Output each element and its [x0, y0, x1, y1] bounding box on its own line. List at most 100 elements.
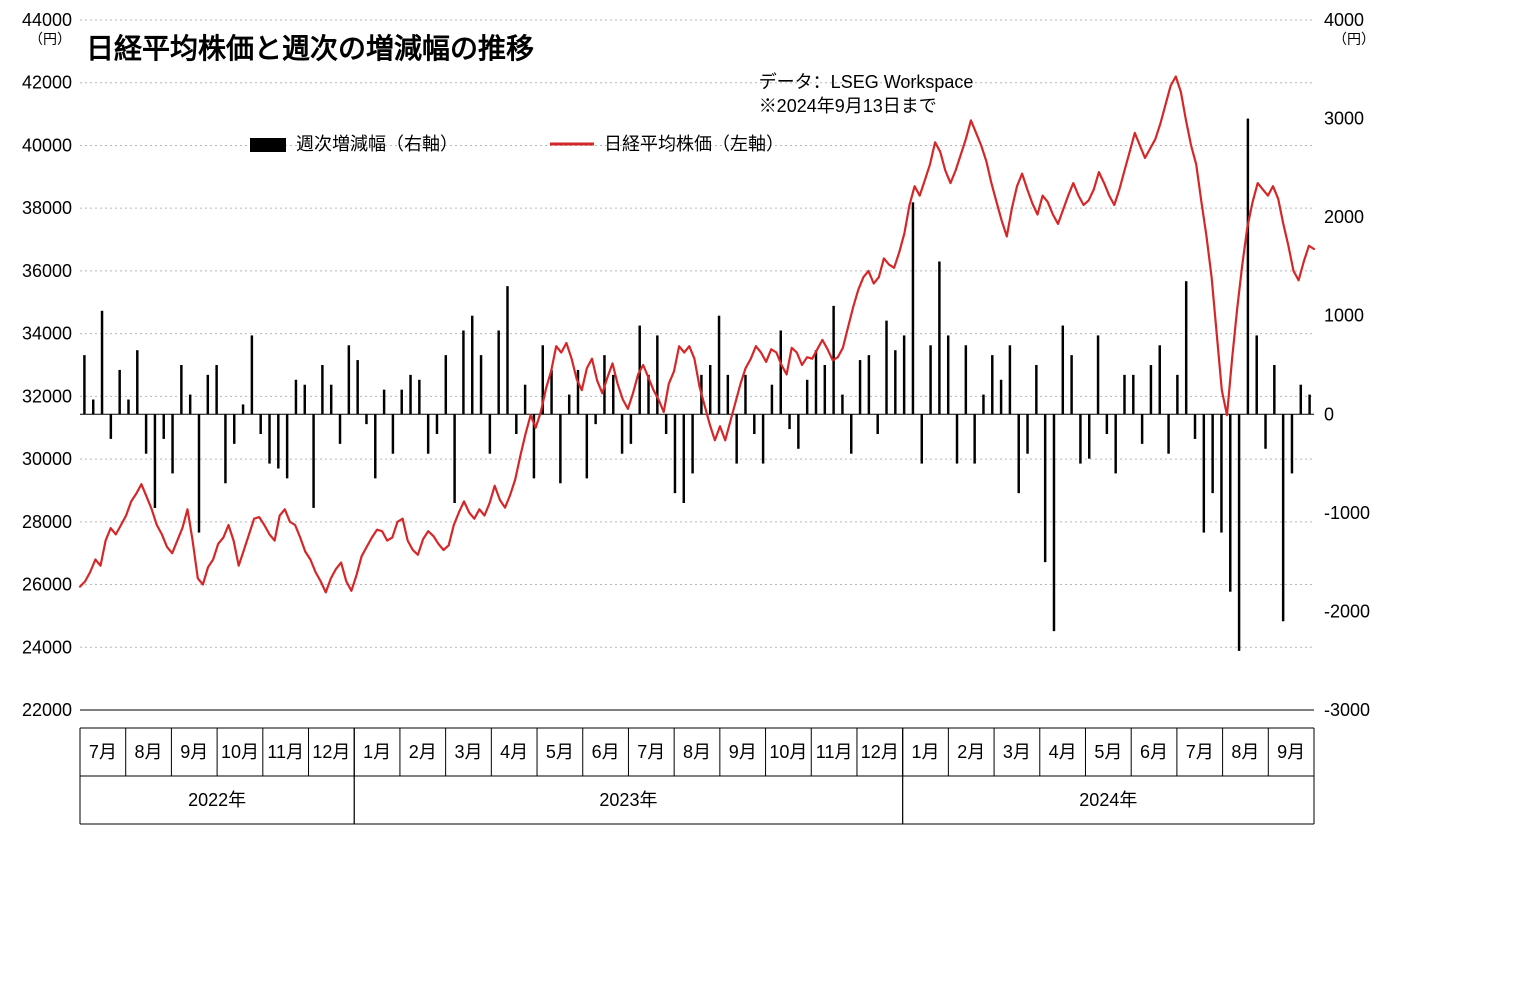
weekly-change-bar: [1141, 414, 1143, 444]
weekly-change-bar: [815, 350, 817, 414]
right-tick-label: 0: [1324, 404, 1334, 424]
weekly-change-bar: [1070, 355, 1072, 414]
left-tick-label: 30000: [22, 449, 72, 469]
chart-title: 日経平均株価と週次の増減幅の推移: [86, 32, 534, 64]
weekly-change-bar: [356, 360, 358, 414]
weekly-change-bar: [1247, 119, 1249, 415]
weekly-change-bar: [145, 414, 147, 453]
weekly-change-bar: [1106, 414, 1108, 434]
weekly-change-bar: [251, 335, 253, 414]
weekly-change-bar: [947, 335, 949, 414]
weekly-change-bar: [594, 414, 596, 424]
weekly-change-bar: [506, 286, 508, 414]
legend-swatch-bar-icon: [250, 138, 286, 152]
weekly-change-bar: [771, 385, 773, 415]
weekly-change-bar: [83, 355, 85, 414]
weekly-change-bar: [1211, 414, 1213, 493]
weekly-change-bar: [691, 414, 693, 473]
right-tick-label: -3000: [1324, 700, 1370, 720]
weekly-change-bar: [1123, 375, 1125, 414]
weekly-change-bar: [1203, 414, 1205, 532]
weekly-change-bar: [259, 414, 261, 434]
weekly-change-bar: [1159, 345, 1161, 414]
left-tick-label: 34000: [22, 324, 72, 344]
x-month-label: 2月: [957, 742, 985, 762]
weekly-change-bar: [207, 375, 209, 414]
weekly-change-bar: [656, 335, 658, 414]
weekly-change-bar: [339, 414, 341, 444]
x-month-label: 10月: [769, 742, 807, 762]
weekly-change-bar: [436, 414, 438, 434]
right-tick-label: -2000: [1324, 601, 1370, 621]
data-source-line2: ※2024年9月13日まで: [759, 96, 937, 116]
x-month-label: 8月: [135, 742, 163, 762]
left-tick-label: 44000: [22, 10, 72, 30]
weekly-change-bar: [110, 414, 112, 439]
weekly-change-bar: [929, 345, 931, 414]
weekly-change-bar: [709, 365, 711, 414]
weekly-change-bar: [568, 395, 570, 415]
weekly-change-bar: [1114, 414, 1116, 473]
weekly-change-bar: [383, 390, 385, 415]
weekly-change-bar: [233, 414, 235, 444]
weekly-change-bar: [392, 414, 394, 453]
x-month-label: 8月: [683, 742, 711, 762]
weekly-change-bar: [374, 414, 376, 478]
weekly-change-bar: [665, 414, 667, 434]
weekly-change-bar: [903, 335, 905, 414]
left-tick-label: 26000: [22, 575, 72, 595]
weekly-change-bar: [1194, 414, 1196, 439]
right-tick-label: -1000: [1324, 503, 1370, 523]
x-year-label: 2022年: [188, 790, 246, 810]
right-tick-label: 4000: [1324, 10, 1364, 30]
x-year-label: 2023年: [599, 790, 657, 810]
chart-svg: 2200024000260002800030000320003400036000…: [0, 0, 1524, 992]
weekly-change-bar: [330, 385, 332, 415]
weekly-change-bar: [127, 400, 129, 415]
weekly-change-bar: [780, 331, 782, 415]
weekly-change-bar: [718, 316, 720, 415]
x-month-label: 3月: [1003, 742, 1031, 762]
x-month-label: 11月: [267, 742, 304, 762]
weekly-change-bar: [938, 262, 940, 415]
x-year-label: 2024年: [1079, 790, 1137, 810]
x-month-label: 6月: [1140, 742, 1168, 762]
weekly-change-bar: [868, 355, 870, 414]
weekly-change-bar: [674, 414, 676, 493]
x-month-label: 2月: [409, 742, 437, 762]
weekly-change-bar: [991, 355, 993, 414]
weekly-change-bar: [727, 375, 729, 414]
weekly-change-bar: [921, 414, 923, 463]
weekly-change-bar: [286, 414, 288, 478]
weekly-change-bar: [409, 375, 411, 414]
weekly-change-bar: [1264, 414, 1266, 449]
right-tick-label: 2000: [1324, 207, 1364, 227]
weekly-change-bar: [982, 395, 984, 415]
right-axis-unit: （円）: [1333, 31, 1375, 47]
weekly-change-bar: [277, 414, 279, 468]
weekly-change-bar: [885, 321, 887, 415]
weekly-change-bar: [489, 414, 491, 453]
weekly-change-bar: [912, 202, 914, 414]
weekly-change-bar: [400, 390, 402, 415]
weekly-change-bar: [612, 375, 614, 414]
right-tick-label: 1000: [1324, 306, 1364, 326]
weekly-change-bar: [189, 395, 191, 415]
weekly-change-bar: [1282, 414, 1284, 621]
x-month-label: 6月: [592, 742, 620, 762]
weekly-change-bar: [1097, 335, 1099, 414]
weekly-change-bar: [1255, 335, 1257, 414]
weekly-change-bar: [1044, 414, 1046, 562]
nikkei-chart: 2200024000260002800030000320003400036000…: [0, 0, 1524, 992]
weekly-change-bar: [445, 355, 447, 414]
weekly-change-bar: [515, 414, 517, 434]
legend-label-bar: 週次増減幅（右軸）: [296, 134, 458, 154]
x-month-label: 9月: [180, 742, 208, 762]
weekly-change-bar: [1308, 395, 1310, 415]
weekly-change-bar: [762, 414, 764, 463]
weekly-change-bar: [630, 414, 632, 444]
left-tick-label: 42000: [22, 73, 72, 93]
weekly-change-bar: [471, 316, 473, 415]
weekly-change-bar: [92, 400, 94, 415]
legend-label-line: 日経平均株価（左軸）: [604, 134, 784, 154]
